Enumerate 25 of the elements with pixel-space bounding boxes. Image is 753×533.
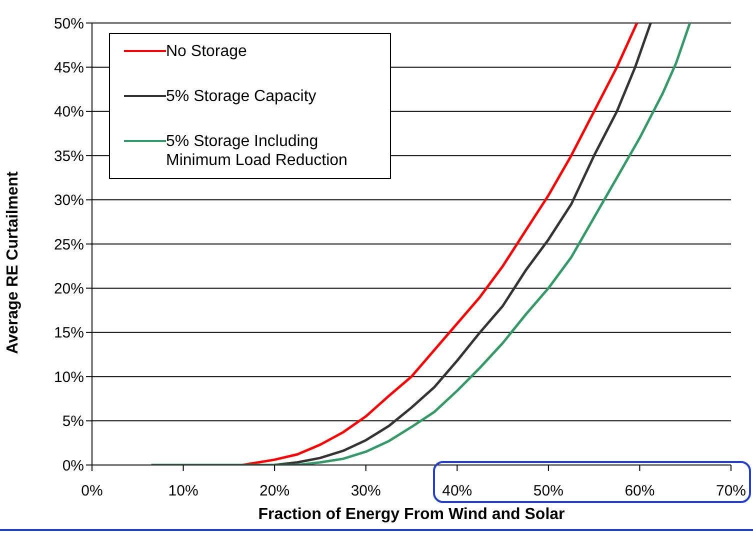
legend-label: 5% Storage Capacity (166, 87, 316, 106)
y-tick-label: 45% (54, 60, 84, 77)
x-axis-title: Fraction of Energy From Wind and Solar (258, 506, 565, 523)
y-tick-label: 5% (62, 413, 84, 430)
y-tick-label: 15% (54, 324, 84, 342)
y-tick-label: 25% (54, 236, 84, 254)
y-tick-label: 35% (54, 148, 84, 165)
y-tick-label: 40% (54, 104, 84, 121)
x-tick-label: 20% (260, 482, 290, 500)
y-tick-label: 20% (54, 280, 84, 298)
x-tick-label: 0% (81, 482, 103, 500)
x-tick-label: 50% (533, 482, 564, 500)
y-axis-title: Average RE Curtailment (4, 170, 22, 354)
x-tick-label: 70% (716, 482, 746, 500)
y-tick-label: 30% (54, 192, 84, 210)
legend-label: No Storage (166, 42, 247, 61)
y-tick-label: 0% (62, 457, 84, 474)
x-tick-label: 60% (624, 482, 655, 500)
x-tick-label: 40% (442, 482, 472, 500)
line-series (150, 23, 692, 465)
y-tick-label: 50% (54, 15, 84, 32)
y-tick-label: 10% (54, 368, 84, 386)
legend-label: 5% Storage Including Minimum Load Reduction (166, 132, 348, 170)
x-tick-label: 30% (350, 482, 381, 500)
x-tick-label: 10% (168, 482, 198, 500)
